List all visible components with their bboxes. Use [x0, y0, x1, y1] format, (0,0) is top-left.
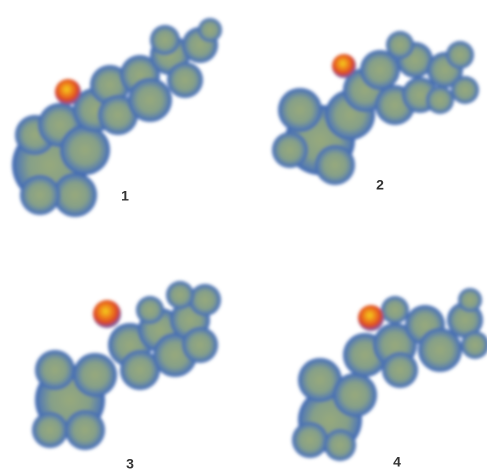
- surface-lobe: [381, 296, 409, 324]
- surface-lobe: [382, 352, 418, 388]
- surface-lobe: [278, 88, 322, 132]
- surface-lobe: [426, 86, 454, 114]
- panel-label: 4: [393, 454, 401, 470]
- surface-lobe: [150, 25, 180, 55]
- surface-lobe: [292, 422, 328, 458]
- panel-label: 3: [126, 456, 134, 472]
- surface-lobe: [446, 41, 474, 69]
- surface-lobe: [198, 18, 222, 42]
- molecule-surface: [32, 281, 221, 450]
- surface-lobe: [32, 412, 68, 448]
- molecule-surface: [12, 18, 222, 217]
- surface-lobe: [128, 78, 172, 122]
- surface-lobe: [458, 288, 482, 312]
- surface-lobe: [272, 132, 308, 168]
- surface-lobe: [315, 145, 355, 185]
- surface-lobe: [35, 350, 75, 390]
- surface-lobe: [65, 410, 105, 450]
- surface-lobe: [60, 125, 110, 175]
- electronegative-spot: [93, 300, 121, 328]
- figure: 1 2 3 4: [0, 0, 487, 474]
- panel-label: 2: [376, 177, 384, 193]
- electronegative-spot: [55, 79, 81, 105]
- surface-lobe: [20, 175, 60, 215]
- panel-label: 1: [121, 188, 129, 204]
- electronegative-spot: [358, 305, 384, 331]
- surface-lobe: [182, 327, 218, 363]
- surface-lobe: [333, 373, 377, 417]
- surface-lobe: [166, 281, 194, 309]
- surface-lobe: [189, 284, 221, 316]
- molecule-surfaces: [12, 18, 487, 461]
- surface-lobe: [136, 296, 164, 324]
- electronegative-spot: [332, 54, 356, 78]
- surface-lobe: [167, 62, 203, 98]
- surface-lobe: [386, 31, 414, 59]
- molecule-surface: [292, 288, 487, 461]
- surface-lobe: [73, 353, 117, 397]
- surface-lobe: [324, 429, 356, 461]
- surface-lobe: [451, 76, 479, 104]
- molecule-surface: [272, 31, 479, 185]
